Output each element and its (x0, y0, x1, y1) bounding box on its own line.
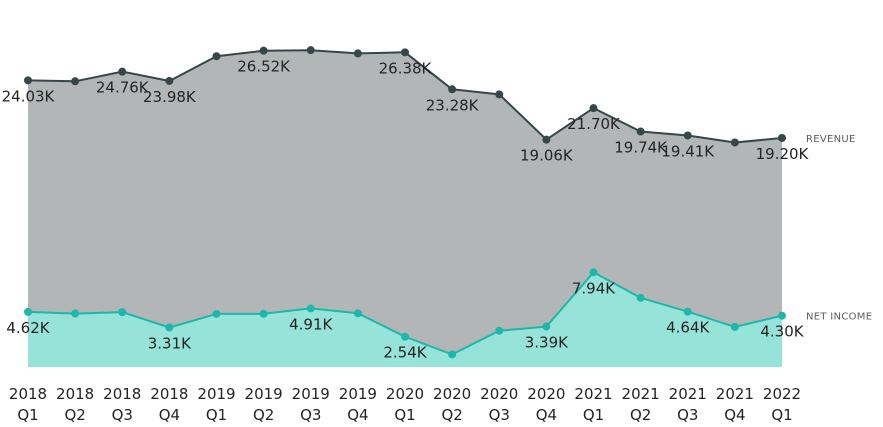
revenue-data-label: 19.20K (756, 145, 810, 163)
net-income-point[interactable] (24, 307, 32, 316)
revenue-point[interactable] (730, 138, 739, 147)
x-tick-quarter: Q2 (441, 406, 462, 424)
x-tick-year: 2018 (103, 385, 141, 403)
net-income-data-label: 4.30K (760, 323, 804, 341)
x-tick-quarter: Q1 (17, 406, 38, 424)
x-axis-ticks: 2018 Q1 2018 Q2 2018 Q3 2018 Q4 2019 Q1 2019 Q2 2019… (9, 385, 801, 424)
x-tick-quarter: Q3 (300, 406, 321, 424)
revenue-point[interactable] (353, 49, 362, 58)
net-income-point[interactable] (259, 309, 268, 318)
revenue-point[interactable] (24, 76, 32, 85)
series-points (24, 46, 786, 359)
x-tick-year: 2018 (56, 385, 94, 403)
series-areas (28, 50, 782, 367)
x-tick-quarter: Q3 (489, 406, 510, 424)
net-income-data-label: 7.94K (572, 279, 616, 297)
revenue-point[interactable] (259, 46, 268, 55)
x-tick-quarter: Q2 (630, 406, 651, 424)
net-income-point[interactable] (212, 309, 221, 318)
revenue-point[interactable] (589, 104, 598, 113)
x-tick-quarter: Q3 (112, 406, 133, 424)
x-tick-year: 2021 (716, 385, 754, 403)
net-income-point[interactable] (401, 332, 409, 341)
revenue-point[interactable] (165, 76, 174, 85)
revenue-data-label: 19.06K (520, 147, 574, 165)
net-income-point[interactable] (306, 304, 315, 313)
x-tick-year: 2019 (245, 385, 283, 403)
x-tick-year: 2019 (197, 385, 235, 403)
net-income-point[interactable] (353, 309, 362, 318)
net-income-point[interactable] (636, 293, 645, 302)
revenue-data-label: 23.98K (143, 88, 197, 106)
x-tick-year: 2020 (386, 385, 424, 403)
net-income-data-label: 2.54K (383, 344, 427, 362)
x-tick-quarter: Q4 (159, 406, 180, 424)
net-income-series-label: NET INCOME (806, 312, 872, 323)
x-tick-year: 2018 (150, 385, 188, 403)
x-tick-year: 2021 (622, 385, 660, 403)
net-income-data-label: 3.39K (525, 334, 569, 352)
revenue-point[interactable] (401, 48, 409, 57)
net-income-point[interactable] (589, 268, 598, 277)
net-income-data-label: 4.64K (666, 319, 710, 337)
net-income-point[interactable] (683, 307, 692, 316)
x-tick-year: 2021 (669, 385, 707, 403)
series-end-labels: REVENUE NET INCOME (806, 134, 872, 323)
x-tick-year: 2020 (527, 385, 565, 403)
revenue-data-label: 26.38K (379, 59, 433, 77)
revenue-data-label: 23.28K (426, 96, 480, 114)
net-income-data-label: 4.91K (289, 315, 333, 333)
revenue-point[interactable] (542, 135, 551, 144)
net-income-point[interactable] (448, 350, 457, 359)
revenue-data-label: 24.03K (2, 87, 56, 105)
net-income-point[interactable] (71, 309, 80, 318)
revenue-data-label: 19.74K (614, 139, 668, 157)
revenue-data-label: 19.41K (661, 142, 715, 160)
revenue-point[interactable] (778, 133, 786, 142)
x-tick-year: 2019 (292, 385, 330, 403)
net-income-area (28, 272, 782, 367)
x-tick-year: 2022 (763, 385, 801, 403)
x-tick-year: 2020 (480, 385, 518, 403)
revenue-point[interactable] (118, 67, 127, 76)
x-tick-quarter: Q2 (253, 406, 274, 424)
net-income-point[interactable] (542, 322, 551, 331)
net-income-point[interactable] (730, 322, 739, 331)
revenue-point[interactable] (683, 131, 692, 140)
x-tick-year: 2021 (574, 385, 612, 403)
x-tick-year: 2018 (9, 385, 47, 403)
x-tick-quarter: Q1 (206, 406, 227, 424)
revenue-data-label: 21.70K (567, 115, 621, 133)
revenue-point[interactable] (212, 52, 221, 61)
x-tick-quarter: Q4 (724, 406, 745, 424)
net-income-data-label: 4.62K (6, 319, 50, 337)
x-tick-quarter: Q4 (347, 406, 368, 424)
x-tick-quarter: Q3 (677, 406, 698, 424)
net-income-point[interactable] (118, 308, 127, 317)
x-tick-quarter: Q2 (64, 406, 85, 424)
revenue-point[interactable] (448, 85, 457, 94)
revenue-point[interactable] (71, 77, 80, 86)
revenue-data-label: 26.52K (237, 58, 291, 76)
x-tick-quarter: Q4 (536, 406, 557, 424)
net-income-data-label: 3.31K (148, 335, 192, 353)
revenue-point[interactable] (306, 46, 315, 55)
net-income-point[interactable] (165, 323, 174, 332)
x-tick-year: 2020 (433, 385, 471, 403)
x-tick-quarter: Q1 (583, 406, 604, 424)
x-tick-quarter: Q1 (394, 406, 415, 424)
net-income-point[interactable] (495, 326, 504, 335)
net-income-point[interactable] (778, 311, 786, 320)
revenue-series-label: REVENUE (806, 134, 856, 145)
revenue-data-label: 24.76K (96, 79, 150, 97)
x-tick-quarter: Q1 (771, 406, 792, 424)
revenue-point[interactable] (636, 127, 645, 136)
x-tick-year: 2019 (339, 385, 377, 403)
revenue-point[interactable] (495, 90, 504, 99)
